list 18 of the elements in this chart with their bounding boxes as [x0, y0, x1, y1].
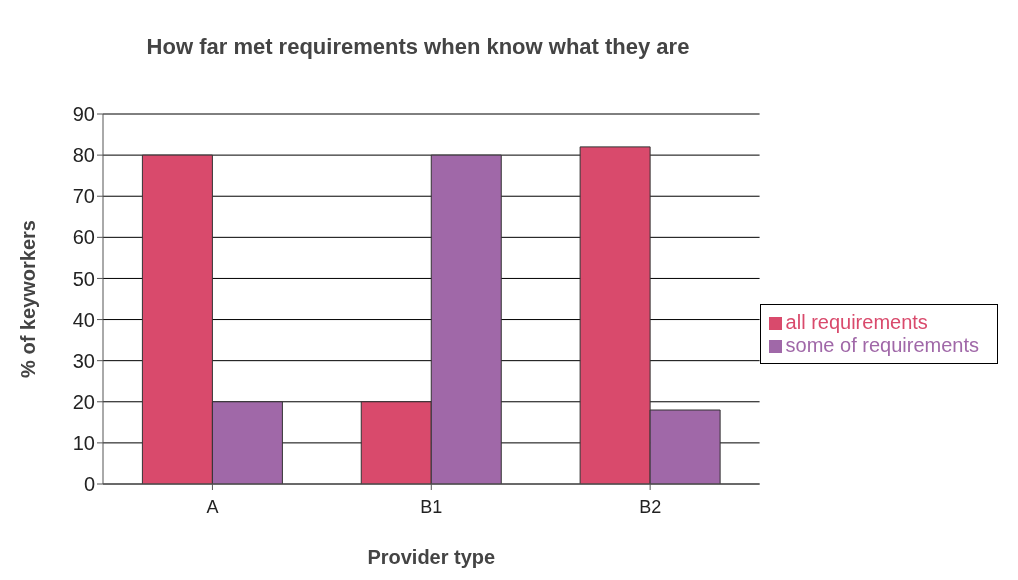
y-axis-title: % of keyworkers	[17, 220, 40, 378]
y-tick-label: 80	[72, 144, 95, 167]
legend-label: some of requirements	[785, 334, 979, 356]
y-tick-label: 30	[72, 349, 95, 372]
legend-label: all requirements	[785, 311, 928, 333]
y-tick-label: 60	[72, 226, 95, 249]
y-tick-label: 40	[72, 308, 95, 331]
x-axis-title: Provider type	[367, 546, 496, 568]
y-tick-label: 70	[72, 185, 95, 208]
y-tick-label: 0	[83, 473, 95, 496]
chart-title: How far met requirements when know what they are	[145, 33, 691, 61]
x-tick-label: A	[206, 496, 219, 517]
x-tick-label: B2	[639, 496, 662, 517]
y-tick-label: 50	[72, 267, 95, 290]
y-tick-label: 10	[72, 431, 95, 454]
x-tick-label: B1	[420, 496, 443, 517]
y-tick-label: 20	[72, 390, 95, 413]
y-tick-label: 90	[72, 103, 95, 126]
